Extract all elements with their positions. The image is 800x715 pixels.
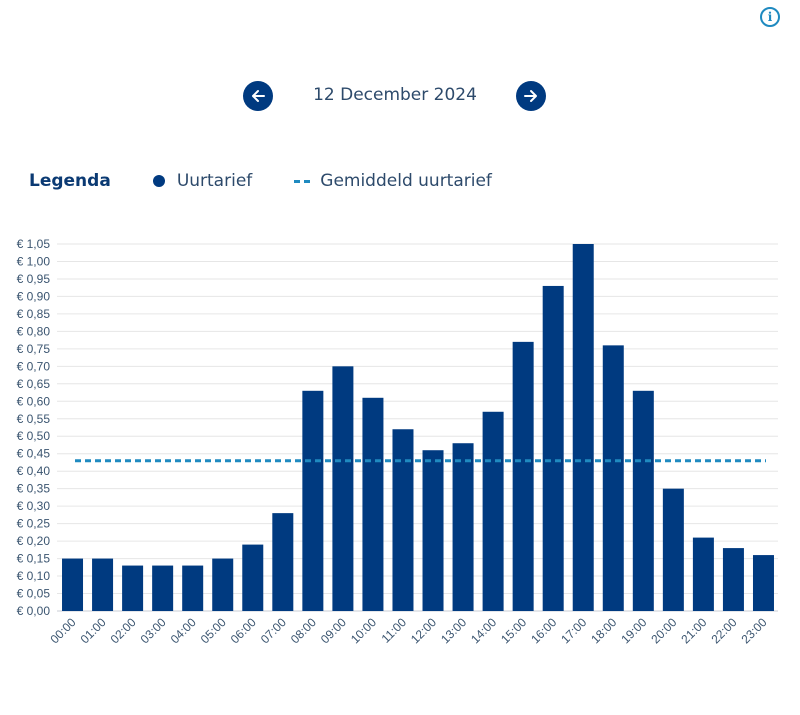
x-tick-label: 05:00 (198, 615, 229, 646)
legend-dot-icon (152, 175, 165, 187)
arrow-left-icon (252, 90, 265, 102)
bar-2300[interactable] (752, 555, 774, 611)
y-tick-label: € 0,55 (17, 412, 51, 426)
bar-0900[interactable] (332, 366, 354, 611)
x-tick-label: 20:00 (648, 615, 679, 646)
bar-1100[interactable] (392, 429, 414, 611)
x-tick-label: 01:00 (78, 615, 109, 646)
bar-1400[interactable] (482, 411, 504, 611)
bar-1600[interactable] (542, 285, 564, 611)
x-tick-label: 15:00 (498, 615, 529, 646)
y-tick-label: € 0,60 (17, 394, 51, 408)
x-tick-label: 19:00 (618, 615, 649, 646)
y-tick-label: € 0,35 (17, 482, 51, 496)
y-tick-label: € 0,10 (17, 569, 51, 583)
legend: Legenda Uurtarief Gemiddeld uurtarief (29, 170, 492, 192)
bar-1700[interactable] (572, 244, 594, 611)
next-day-button[interactable] (516, 81, 546, 111)
legend-title: Legenda (29, 171, 111, 191)
y-tick-label: € 0,50 (17, 429, 51, 443)
y-tick-label: € 0,70 (17, 359, 51, 373)
x-tick-label: 14:00 (468, 615, 499, 646)
x-axis-ticks: 00:0001:0002:0003:0004:0005:0006:0007:00… (48, 615, 770, 646)
bar-1200[interactable] (422, 450, 444, 611)
y-tick-label: € 0,85 (17, 307, 51, 321)
bar-0700[interactable] (272, 513, 294, 611)
x-tick-label: 11:00 (379, 615, 410, 646)
y-tick-label: € 0,30 (17, 499, 51, 513)
legend-item-uurtarief: Uurtarief (176, 171, 253, 191)
x-tick-label: 06:00 (228, 615, 259, 646)
bar-0600[interactable] (242, 544, 264, 611)
bar-1300[interactable] (452, 443, 474, 611)
bar-2200[interactable] (722, 548, 744, 611)
x-tick-label: 17:00 (558, 615, 589, 646)
legend-dashed-line-icon (294, 179, 311, 183)
bar-1900[interactable] (632, 390, 654, 611)
bar-0500[interactable] (212, 558, 234, 611)
x-tick-label: 00:00 (48, 615, 79, 646)
bar-0000[interactable] (62, 558, 84, 611)
x-tick-label: 16:00 (528, 615, 559, 646)
y-tick-label: € 0,65 (17, 377, 51, 391)
y-tick-label: € 1,00 (17, 254, 51, 268)
y-tick-label: € 1,05 (17, 237, 51, 251)
y-tick-label: € 0,25 (17, 517, 51, 531)
legend-item-gemiddeld: Gemiddeld uurtarief (320, 171, 492, 191)
info-icon[interactable]: i (760, 7, 780, 27)
x-tick-label: 02:00 (108, 615, 139, 646)
y-axis-ticks: € 0,00 € 0,05 € 0,10 € 0,15 € 0,20 € 0,25 € 0,… (17, 237, 51, 618)
bars (62, 244, 774, 611)
y-tick-label: € 0,20 (17, 534, 51, 548)
x-tick-label: 08:00 (288, 615, 319, 646)
bar-0400[interactable] (182, 565, 204, 611)
x-tick-label: 04:00 (168, 615, 199, 646)
bar-0800[interactable] (302, 390, 324, 611)
gridlines (57, 243, 778, 612)
x-tick-label: 22:00 (708, 615, 739, 646)
bar-2100[interactable] (692, 537, 714, 611)
date-navigation: 12 December 2024 (0, 81, 800, 111)
y-tick-label: € 0,90 (17, 289, 51, 303)
current-date: 12 December 2024 (313, 85, 477, 105)
x-tick-label: 12:00 (408, 615, 439, 646)
bar-0100[interactable] (92, 558, 114, 611)
bar-1000[interactable] (362, 397, 384, 611)
y-tick-label: € 0,05 (17, 587, 51, 601)
x-tick-label: 23:00 (738, 615, 769, 646)
bar-1800[interactable] (602, 345, 624, 611)
bar-chart: € 0,00 € 0,05 € 0,10 € 0,15 € 0,20 € 0,25 € 0,… (17, 237, 778, 646)
x-tick-label: 07:00 (258, 615, 289, 646)
x-tick-label: 03:00 (138, 615, 169, 646)
arrow-right-icon (524, 90, 537, 102)
y-tick-label: € 0,45 (17, 447, 51, 461)
y-tick-label: € 0,80 (17, 324, 51, 338)
y-tick-label: € 0,00 (17, 604, 51, 618)
x-tick-label: 10:00 (348, 615, 379, 646)
y-tick-label: € 0,15 (17, 552, 51, 566)
y-tick-label: € 0,95 (17, 272, 51, 286)
bar-2000[interactable] (662, 488, 684, 611)
x-tick-label: 13:00 (438, 615, 469, 646)
bar-0200[interactable] (122, 565, 144, 611)
previous-day-button[interactable] (243, 81, 273, 111)
y-tick-label: € 0,75 (17, 342, 51, 356)
bar-1500[interactable] (512, 341, 534, 611)
x-tick-label: 09:00 (318, 615, 349, 646)
y-tick-label: € 0,40 (17, 464, 51, 478)
x-tick-label: 18:00 (588, 615, 619, 646)
bar-0300[interactable] (152, 565, 174, 611)
x-tick-label: 21:00 (678, 615, 709, 646)
